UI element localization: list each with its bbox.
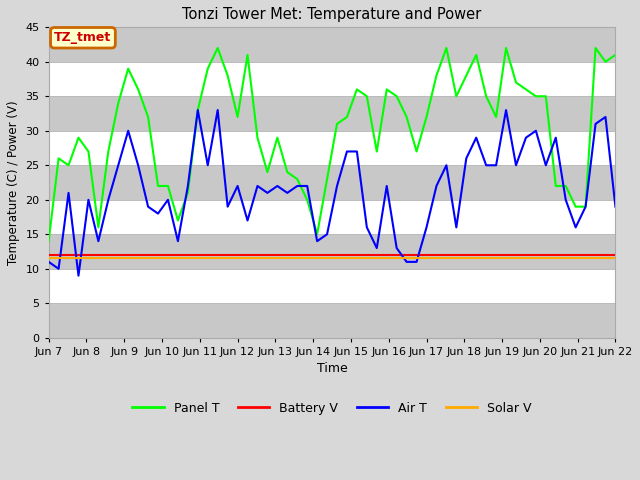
Title: Tonzi Tower Met: Temperature and Power: Tonzi Tower Met: Temperature and Power xyxy=(182,7,482,22)
Line: Panel T: Panel T xyxy=(49,48,616,241)
Solar V xyxy=(522,255,530,261)
Air T xyxy=(204,162,212,168)
Solar V xyxy=(45,255,52,261)
Battery V xyxy=(422,252,430,258)
Panel T xyxy=(592,45,600,51)
Air T xyxy=(184,183,192,189)
Bar xyxy=(49,27,616,62)
Bar xyxy=(49,303,616,338)
Panel T xyxy=(214,45,221,51)
Air T xyxy=(194,107,202,113)
Air T xyxy=(442,162,450,168)
Bar xyxy=(49,234,616,269)
Solar V xyxy=(184,255,192,261)
Panel T xyxy=(532,94,540,99)
Solar V xyxy=(592,255,600,261)
Panel T xyxy=(184,190,192,196)
Solar V xyxy=(612,255,620,261)
Air T xyxy=(45,259,52,265)
Legend: Panel T, Battery V, Air T, Solar V: Panel T, Battery V, Air T, Solar V xyxy=(127,397,536,420)
Battery V xyxy=(45,252,52,258)
Solar V xyxy=(174,255,182,261)
Bar xyxy=(49,165,616,200)
Panel T xyxy=(433,72,440,78)
Bar xyxy=(49,96,616,131)
Line: Air T: Air T xyxy=(49,110,616,276)
Panel T xyxy=(472,52,480,58)
Solar V xyxy=(463,255,470,261)
Panel T xyxy=(45,238,52,244)
Panel T xyxy=(612,52,620,58)
Battery V xyxy=(522,252,530,258)
Panel T xyxy=(174,217,182,223)
Battery V xyxy=(184,252,192,258)
Y-axis label: Temperature (C) / Power (V): Temperature (C) / Power (V) xyxy=(7,100,20,265)
X-axis label: Time: Time xyxy=(317,362,348,375)
Air T xyxy=(592,121,600,127)
Battery V xyxy=(612,252,620,258)
Text: TZ_tmet: TZ_tmet xyxy=(54,31,111,44)
Air T xyxy=(612,204,620,210)
Air T xyxy=(542,162,550,168)
Solar V xyxy=(422,255,430,261)
Battery V xyxy=(174,252,182,258)
Battery V xyxy=(463,252,470,258)
Air T xyxy=(483,162,490,168)
Battery V xyxy=(592,252,600,258)
Air T xyxy=(75,273,83,278)
